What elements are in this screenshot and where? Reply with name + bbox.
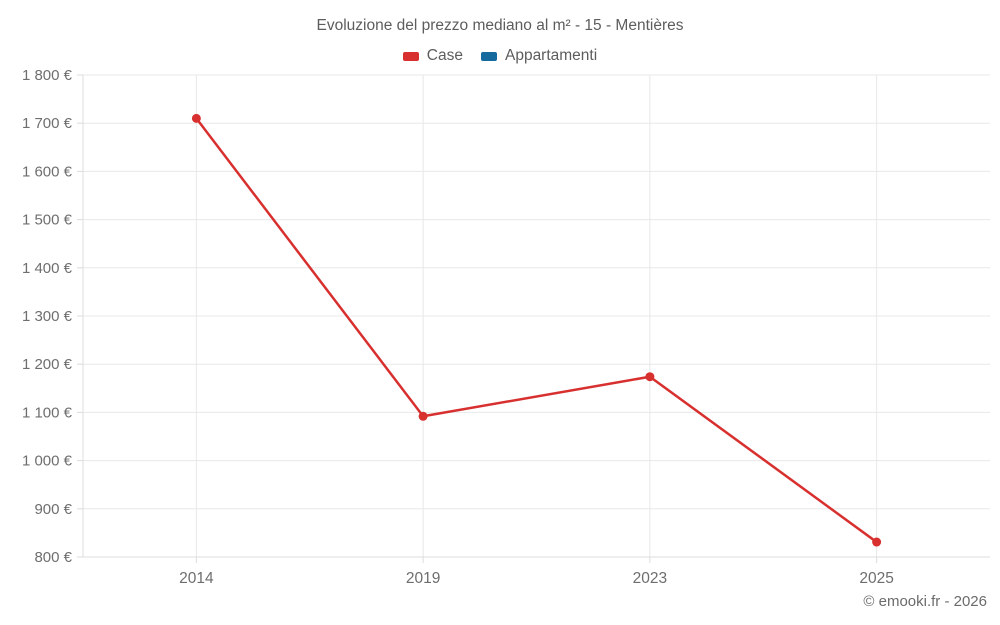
data-point-case[interactable]	[645, 372, 655, 382]
legend-swatch-appartamenti-icon	[480, 51, 497, 61]
chart-title: Evoluzione del prezzo mediano al m² - 15…	[316, 17, 684, 34]
series-line-case	[195, 117, 878, 544]
data-point-case[interactable]	[418, 411, 428, 421]
legend-swatch-case-icon	[402, 51, 419, 61]
y-axis-tick-label: 1 100 €	[22, 404, 73, 421]
copyright-footer: © emooki.fr - 2026	[863, 593, 987, 610]
legend-item-case[interactable]: Case	[402, 47, 463, 65]
data-point-case[interactable]	[872, 537, 882, 547]
y-axis-tick-label: 800 €	[34, 549, 72, 566]
chart-legend: Case Appartamenti	[0, 47, 1000, 65]
x-axis-tick-label: 2023	[633, 570, 667, 587]
y-axis-tick-label: 1 600 €	[22, 163, 73, 180]
y-axis-tick-label: 900 €	[34, 501, 72, 518]
y-axis-tick-label: 1 200 €	[22, 356, 73, 373]
legend-label-appartamenti: Appartamenti	[504, 47, 598, 64]
y-axis-tick-label: 1 300 €	[22, 308, 73, 325]
x-axis-tick-label: 2025	[859, 570, 893, 587]
x-axis-tick-label: 2014	[179, 570, 214, 587]
y-axis-tick-label: 1 700 €	[22, 115, 73, 132]
data-point-case[interactable]	[191, 113, 201, 123]
y-axis-tick-label: 1 500 €	[22, 212, 73, 229]
y-axis-tick-label: 1 400 €	[22, 260, 73, 277]
x-axis-tick-label: 2019	[406, 570, 440, 587]
legend-item-appartamenti[interactable]: Appartamenti	[480, 47, 598, 65]
y-axis-tick-label: 1 800 €	[22, 67, 73, 84]
legend-label-case: Case	[426, 47, 463, 64]
y-axis-tick-label: 1 000 €	[22, 453, 73, 470]
